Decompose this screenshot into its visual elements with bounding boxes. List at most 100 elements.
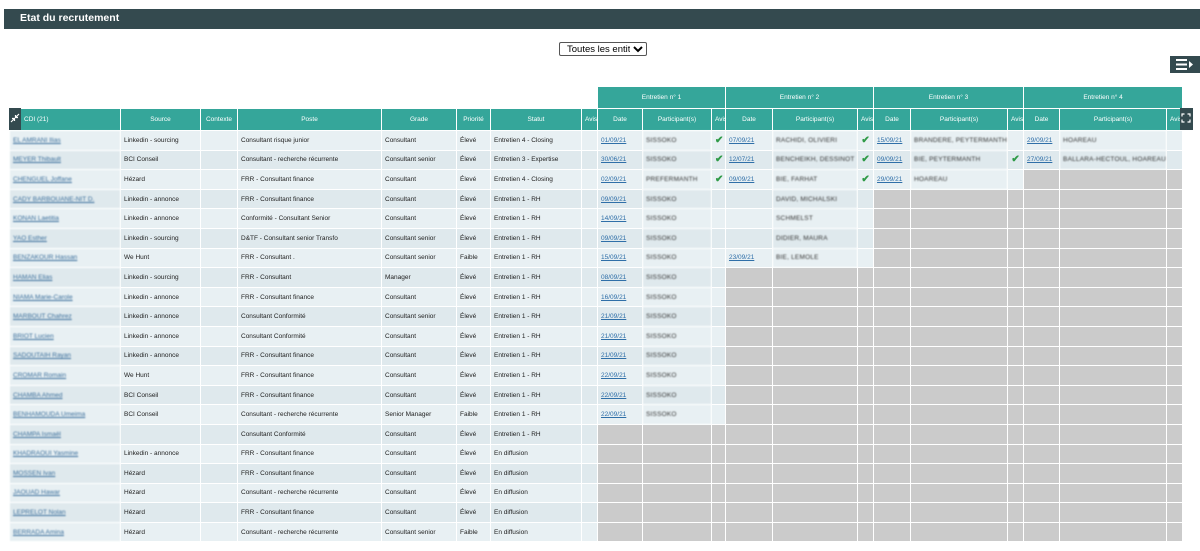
candidate-name-link[interactable]: KONAN Laetitia <box>9 208 121 229</box>
candidate-name-link[interactable]: CHAMBA Ahmed <box>9 384 121 406</box>
interview-date-link[interactable] <box>725 227 774 249</box>
column-header-avis[interactable]: Avis <box>1007 108 1025 131</box>
table-row[interactable]: CROMAR Romain We Hunt FRR - Consultant fin… <box>9 365 1184 386</box>
table-row[interactable]: MOSSEN Ivan Hézard FRR - Consultant financ… <box>9 463 1184 484</box>
interview-date-link[interactable]: 07/09/21 <box>725 130 774 151</box>
candidate-name-link[interactable]: JAOUAD Hawar <box>9 482 121 504</box>
column-header-priorite[interactable]: Priorité <box>456 108 491 131</box>
interview-date-link[interactable]: 08/09/21 <box>597 267 643 288</box>
table-row[interactable]: SADOUTAIH Rayan Linkedin - annonce FRR - C… <box>9 345 1184 367</box>
table-row[interactable]: BENHAMOUDA Umeima BCI Conseil Consultant -… <box>9 404 1184 425</box>
interview-date-link[interactable]: 16/09/21 <box>597 286 643 308</box>
interview-date-link[interactable]: 21/09/21 <box>597 345 643 367</box>
interview-date-link[interactable]: 27/09/21 <box>1023 149 1061 171</box>
column-header-contexte[interactable]: Contexte <box>200 108 238 131</box>
table-row[interactable]: YAO Esther Linkedin - sourcing D&TF - Cons… <box>9 227 1184 249</box>
interview-date-link[interactable]: 09/09/21 <box>597 227 643 249</box>
candidate-name-link[interactable]: EL AMRANI Ilias <box>9 130 121 151</box>
interview-date-link[interactable]: 22/09/21 <box>597 384 643 406</box>
interview-date-link[interactable]: 22/09/21 <box>597 404 643 425</box>
column-header-poste[interactable]: Poste <box>237 108 382 131</box>
table-row[interactable]: EL AMRANI Ilias Linkedin - sourcing Consul… <box>9 130 1184 151</box>
candidate-name-link[interactable]: BENHAMOUDA Umeima <box>9 404 121 425</box>
candidate-name-link[interactable]: HAMAN Elias <box>9 267 121 288</box>
interview-date-link[interactable]: 30/06/21 <box>597 149 643 171</box>
candidate-name-link[interactable]: BRIOT Lucien <box>9 325 121 347</box>
table-row[interactable]: BENZAKOUR Hassan We Hunt FRR - Consultant … <box>9 247 1184 269</box>
candidate-name-link[interactable]: BERRADA Amina <box>9 521 121 543</box>
candidate-name-link[interactable]: CHENGUEL Joffane <box>9 169 121 190</box>
candidate-name-link[interactable]: MEYER Thibault <box>9 149 121 171</box>
column-header-participants[interactable]: Participant(s) <box>1059 108 1168 131</box>
avis-cell <box>581 286 598 308</box>
source-cell: Hézard <box>120 482 201 504</box>
interview-date-link[interactable]: 01/09/21 <box>597 130 643 151</box>
empty-date-cell <box>1023 169 1061 190</box>
column-header-participants[interactable]: Participant(s) <box>642 108 712 131</box>
column-header-avis[interactable]: Avis <box>581 108 598 131</box>
candidate-name-link[interactable]: CADY BARBOUANE-NIT D. <box>9 188 121 210</box>
table-row[interactable]: CADY BARBOUANE-NIT D. Linkedin - annonce F… <box>9 188 1184 210</box>
collapse-columns-button[interactable] <box>9 108 21 130</box>
column-header-date[interactable]: Date <box>873 108 912 131</box>
table-row[interactable]: JAOUAD Hawar Hézard Consultant - recherche… <box>9 482 1184 504</box>
column-header-cdi[interactable]: CDI (21) <box>9 108 121 131</box>
table-row[interactable]: KHADRAOUI Yasmine Linkedin - annonce FRR -… <box>9 443 1184 465</box>
view-toggle-button[interactable] <box>1170 56 1200 73</box>
column-header-date[interactable]: Date <box>597 108 643 131</box>
table-row[interactable]: LEPRELOT Nolan Hézard FRR - Consultant fin… <box>9 502 1184 523</box>
column-header-date[interactable]: Date <box>725 108 774 131</box>
column-header-statut[interactable]: Statut <box>490 108 582 131</box>
table-row[interactable]: HAMAN Elias Linkedin - sourcing FRR - Cons… <box>9 267 1184 288</box>
interview-date-link[interactable]: 09/09/21 <box>873 149 912 171</box>
table-row[interactable]: CHENGUEL Joffane Hézard FRR - Consultant f… <box>9 169 1184 190</box>
candidate-name-link[interactable]: MOSSEN Ivan <box>9 463 121 484</box>
entity-filter-select[interactable]: Toutes les entités <box>559 42 647 56</box>
expand-table-button[interactable] <box>1180 108 1193 130</box>
column-header-date[interactable]: Date <box>1023 108 1061 131</box>
candidate-name-link[interactable]: NIAMA Marie-Carole <box>9 286 121 308</box>
interview-date-link[interactable]: 21/09/21 <box>597 325 643 347</box>
table-row[interactable]: CHAMBA Ahmed BCI Conseil FRR - Consultant … <box>9 384 1184 406</box>
candidate-name-link[interactable]: SADOUTAIH Rayan <box>9 345 121 367</box>
interview-date-link[interactable] <box>725 188 774 210</box>
column-header-avis[interactable]: Avis <box>710 108 727 131</box>
candidate-name-link[interactable]: KHADRAOUI Yasmine <box>9 443 121 465</box>
interview-date-link[interactable]: 14/09/21 <box>597 208 643 229</box>
interview-date-link[interactable]: 15/09/21 <box>597 247 643 269</box>
table-row[interactable]: BERRADA Amina Hézard Consultant - recherch… <box>9 521 1184 543</box>
table-row[interactable]: BRIOT Lucien Linkedin - annonce Consultant… <box>9 325 1184 347</box>
interview-date-link[interactable] <box>725 208 774 229</box>
avis-cell <box>581 423 598 445</box>
interview-date-link[interactable]: 09/09/21 <box>725 169 774 190</box>
candidate-name-link[interactable]: YAO Esther <box>9 227 121 249</box>
interview-date-link[interactable]: 21/09/21 <box>597 306 643 327</box>
interview-date-link[interactable]: 23/09/21 <box>725 247 774 269</box>
interview-date-link[interactable]: 09/09/21 <box>597 188 643 210</box>
interview-date-link[interactable]: 22/09/21 <box>597 365 643 386</box>
candidate-name-link[interactable]: BENZAKOUR Hassan <box>9 247 121 269</box>
table-row[interactable]: MEYER Thibault BCI Conseil Consultant - re… <box>9 149 1184 171</box>
candidate-name-link[interactable]: LEPRELOT Nolan <box>9 502 121 523</box>
table-row[interactable]: CHAMPA Ismaël Consultant Conformité Consul… <box>9 423 1184 445</box>
candidate-name-link[interactable]: CROMAR Romain <box>9 365 121 386</box>
table-row[interactable]: MARBOUT Chahrez Linkedin - annonce Consult… <box>9 306 1184 327</box>
empty-avis-cell <box>1166 463 1184 484</box>
candidate-name-link[interactable]: CHAMPA Ismaël <box>9 423 121 445</box>
interview-date-link[interactable]: 15/09/21 <box>873 130 912 151</box>
interview-date-link[interactable]: 29/09/21 <box>873 169 912 190</box>
column-header-source[interactable]: Source <box>120 108 201 131</box>
empty-avis-cell <box>1166 345 1184 367</box>
empty-participants-cell <box>642 502 712 523</box>
interview-date-link[interactable]: 29/09/21 <box>1023 130 1061 151</box>
column-header-participants[interactable]: Participant(s) <box>910 108 1009 131</box>
candidate-name-link[interactable]: MARBOUT Chahrez <box>9 306 121 327</box>
table-row[interactable]: NIAMA Marie-Carole Linkedin - annonce FRR … <box>9 286 1184 308</box>
column-header-grade[interactable]: Grade <box>381 108 457 131</box>
interview-date-link[interactable]: 02/09/21 <box>597 169 643 190</box>
empty-avis-cell <box>1166 365 1184 386</box>
interview-date-link[interactable]: 12/07/21 <box>725 149 774 171</box>
column-header-avis[interactable]: Avis <box>857 108 875 131</box>
column-header-participants[interactable]: Participant(s) <box>772 108 859 131</box>
table-row[interactable]: KONAN Laetitia Linkedin - annonce Conformi… <box>9 208 1184 229</box>
